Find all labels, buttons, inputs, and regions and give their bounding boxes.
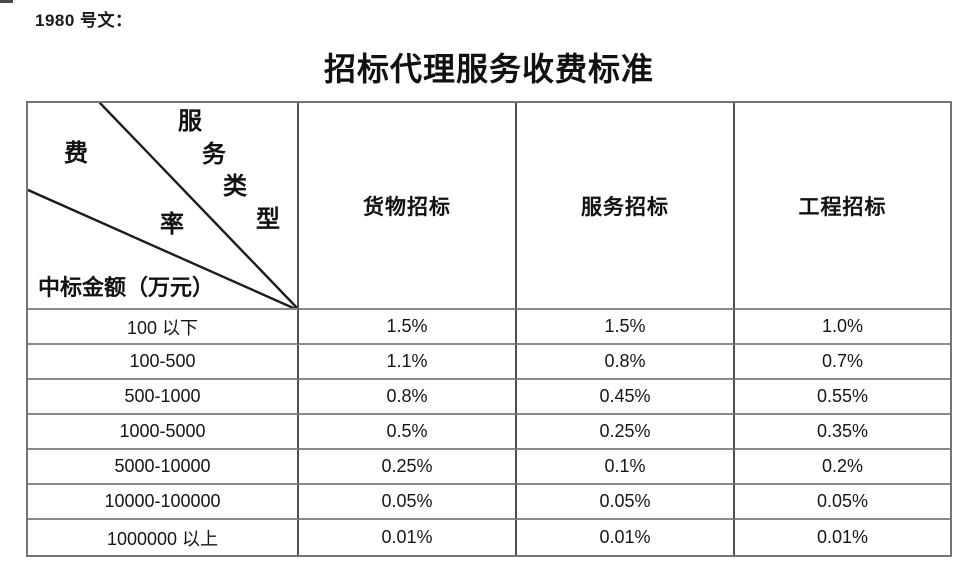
cell-goods: 0.25% — [299, 450, 517, 485]
corner-label-service-char-2: 务 — [202, 142, 226, 168]
cell-works: 0.01% — [816, 527, 869, 547]
row-range: 100-500 — [28, 345, 299, 380]
column-header-goods: 货物招标 — [299, 103, 517, 310]
cell-works: 0.35% — [735, 415, 950, 450]
diagonal-divider-lines — [28, 103, 297, 308]
cell-works: 0.7% — [735, 345, 950, 380]
row-range: 5000-10000 — [28, 450, 299, 485]
doc-reference: 1980 号文： — [35, 11, 133, 30]
cell-services: 0.25% — [517, 415, 735, 450]
cell-goods: 1.5% — [299, 310, 517, 345]
row-range: 1000000 以上 — [28, 520, 299, 555]
corner-label-service-char-1: 服 — [178, 109, 202, 135]
cell-services: 0.8% — [517, 345, 735, 380]
column-header-works: 工程招标 — [735, 103, 950, 310]
fee-standard-table: 费 率 服 务 类 型 中标金额（万元） 货物招标 服务招标 工程招标 100 … — [26, 101, 952, 557]
cell-goods: 1.1% — [299, 345, 517, 380]
corner-label-service-char-4: 型 — [256, 207, 280, 233]
cell-services: 0.01% — [517, 520, 735, 555]
corner-label-fee-char: 费 — [64, 141, 88, 167]
cell-goods: 0.01% — [299, 520, 517, 555]
cell-services: 0.1% — [517, 450, 735, 485]
cell-works: 0.2% — [735, 450, 950, 485]
cell-works: 0.05% — [735, 485, 950, 520]
cell-goods: 0.5% — [299, 415, 517, 450]
corner-label-rate-char: 率 — [160, 212, 184, 238]
cell-works: 1.0% — [735, 310, 950, 345]
corner-label-amount: 中标金额（万元） — [38, 275, 215, 300]
corner-header-cell: 费 率 服 务 类 型 中标金额（万元） — [28, 103, 299, 310]
cell-services: 0.45% — [517, 380, 735, 415]
cell-goods: 0.05% — [299, 485, 517, 520]
cell-works: 0.55% — [735, 380, 950, 415]
row-range: 1000-5000 — [28, 415, 299, 450]
cell-goods: 0.8% — [299, 380, 517, 415]
scan-artifact-mark — [0, 0, 13, 3]
row-range: 500-1000 — [28, 380, 299, 415]
page-title: 招标代理服务收费标准 — [323, 51, 654, 87]
corner-label-service-char-3: 类 — [223, 174, 247, 200]
row-range: 100 以下 — [28, 310, 299, 345]
cell-services: 0.05% — [517, 485, 735, 520]
cell-services: 1.5% — [517, 310, 735, 345]
column-header-services: 服务招标 — [517, 103, 735, 310]
row-range: 10000-100000 — [28, 485, 299, 520]
